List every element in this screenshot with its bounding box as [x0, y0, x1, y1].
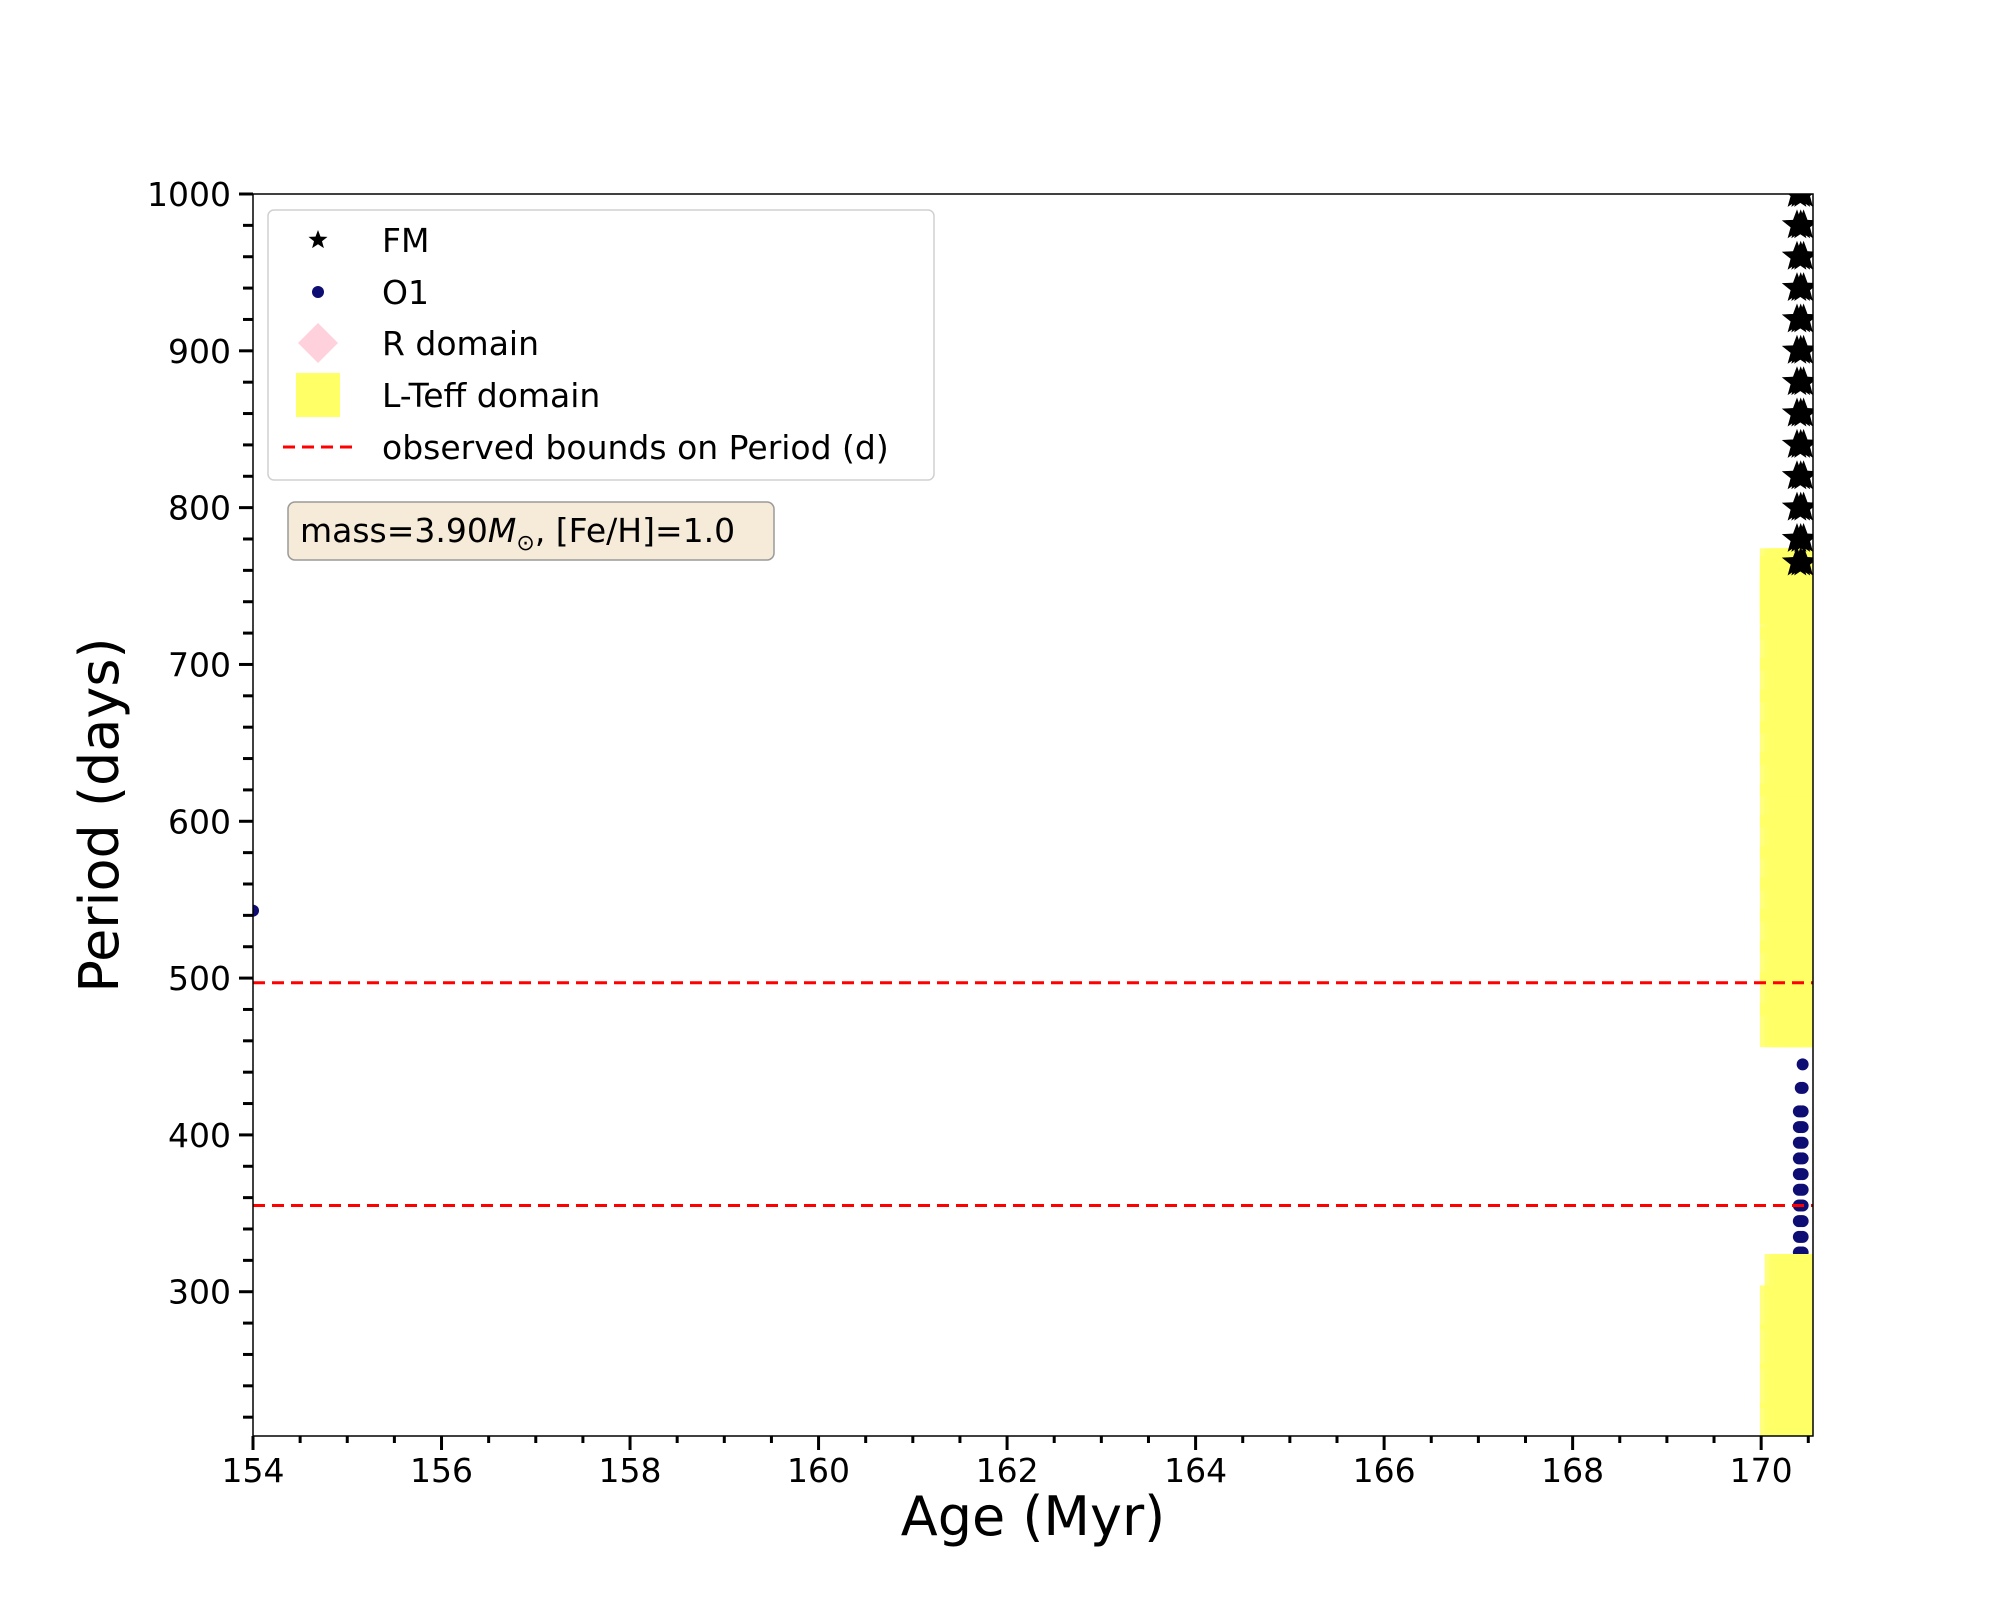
hline-layer — [253, 981, 1813, 1207]
legend-item: L-Teff domain — [296, 373, 600, 417]
o1-point — [1796, 1215, 1809, 1228]
x-tick-label: 156 — [410, 1451, 473, 1490]
annotation-prefix: mass=3.90 — [300, 511, 488, 550]
annotation-subscript: ⊙ — [516, 531, 534, 556]
annotation-suffix: , [Fe/H]=1.0 — [535, 511, 735, 550]
o1-point — [1796, 1183, 1809, 1196]
legend-star-icon — [308, 230, 328, 249]
axes-layer: 154 156 158 160 162 164 166 168 170 300 400 500 600 7… — [147, 175, 1810, 1490]
fm-point — [1788, 366, 1813, 396]
fm-point — [1788, 397, 1813, 427]
legend-circle-icon — [312, 286, 324, 298]
y-axis-label: Period (days) — [68, 637, 131, 992]
o1-point — [1796, 1081, 1809, 1094]
fm-point — [1794, 194, 1813, 207]
annotation-text: mass=3.90M⊙, [Fe/H]=1.0 — [300, 511, 735, 556]
l-teff-point — [1781, 634, 1813, 679]
legend-item: O1 — [312, 273, 429, 312]
annotation-background — [287, 501, 775, 561]
legend-label: FM — [382, 221, 429, 260]
fm-point — [1788, 491, 1813, 521]
y-tick-label: 600 — [168, 802, 231, 841]
fm-point — [1788, 428, 1813, 458]
legend-box — [267, 209, 935, 481]
legend-label: observed bounds on Period (d) — [382, 428, 889, 467]
x-tick-label: 168 — [1541, 1451, 1604, 1490]
series-o1 — [253, 904, 1811, 1259]
legend-label: O1 — [382, 273, 429, 312]
o1-point — [1796, 1121, 1809, 1134]
y-tick-label: 800 — [168, 489, 231, 528]
fm-point — [1788, 460, 1813, 490]
x-tick-label: 160 — [787, 1451, 850, 1490]
o1-point — [1796, 1058, 1809, 1071]
x-axis-label: Age (Myr) — [901, 1485, 1166, 1548]
x-tick-label: 154 — [222, 1451, 285, 1490]
fm-point — [1788, 303, 1813, 333]
fm-point — [1788, 272, 1813, 301]
legend-label: L-Teff domain — [382, 376, 600, 415]
fm-point — [1788, 334, 1813, 364]
x-tick-label: 162 — [976, 1451, 1039, 1490]
l-teff-point — [1783, 1363, 1813, 1408]
y-tick-label: 900 — [168, 332, 231, 371]
y-tick-label: 400 — [168, 1116, 231, 1155]
fm-point — [1788, 523, 1813, 552]
fm-point — [1788, 546, 1813, 576]
l-teff-point — [1783, 1254, 1813, 1299]
o1-point — [1796, 1152, 1809, 1165]
y-tick-label: 1000 — [147, 175, 231, 214]
fm-point — [1788, 209, 1813, 239]
o1-point — [253, 904, 259, 917]
o1-point — [1796, 1105, 1809, 1118]
l-teff-point — [1783, 1324, 1813, 1369]
annotation-box: mass=3.90M⊙, [Fe/H]=1.0 — [287, 501, 775, 561]
series-fm — [1781, 194, 1813, 576]
fm-point — [1788, 240, 1813, 270]
legend: FM O1 R domain L-Teff domain observed bounds… — [267, 209, 935, 481]
legend-item: R domain — [298, 323, 539, 363]
x-tick-label: 164 — [1164, 1451, 1227, 1490]
l-teff-point — [1783, 1403, 1813, 1436]
legend-diamond-icon — [298, 323, 338, 363]
y-tick-label: 300 — [168, 1273, 231, 1312]
plot-frame — [252, 193, 1814, 1437]
o1-point — [1796, 1168, 1809, 1181]
legend-square-icon — [296, 373, 340, 417]
annotation-symbol: M — [488, 511, 516, 550]
data-layer — [253, 194, 1813, 1436]
o1-point — [1796, 1136, 1809, 1149]
x-tick-label: 170 — [1730, 1451, 1793, 1490]
x-tick-label: 158 — [599, 1451, 662, 1490]
legend-label: R domain — [382, 324, 539, 363]
l-teff-point — [1781, 595, 1813, 640]
o1-point — [1796, 1230, 1809, 1243]
legend-item: observed bounds on Period (d) — [283, 428, 889, 467]
y-tick-label: 500 — [168, 959, 231, 998]
legend-item: FM — [308, 221, 429, 260]
x-tick-label: 166 — [1353, 1451, 1416, 1490]
y-tick-label: 700 — [168, 645, 231, 684]
series-l-teff-domain — [1759, 548, 1813, 1436]
